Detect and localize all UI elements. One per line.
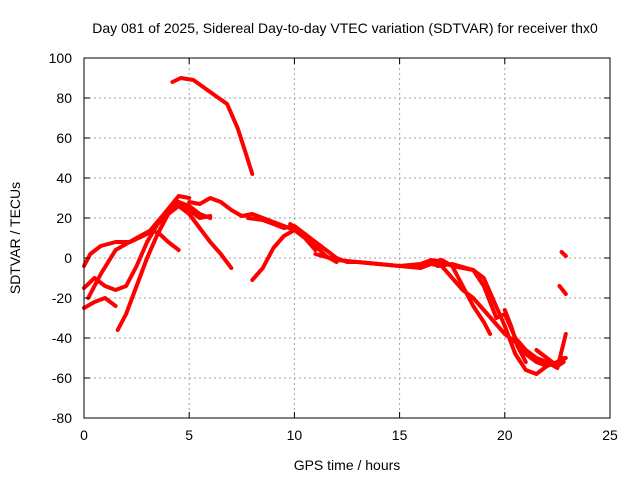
series-trace-17 — [557, 284, 568, 296]
series-trace-14 — [435, 262, 568, 370]
y-axis: -80 -60 -40 -20 0 20 40 60 80 100 — [49, 50, 610, 426]
series-trace-13 — [429, 258, 493, 336]
x-tick-label: 20 — [497, 427, 513, 443]
grid — [84, 58, 610, 418]
series-trace-15 — [502, 308, 528, 364]
x-axis: 0 5 10 15 20 25 — [80, 58, 618, 443]
series-trace-12 — [313, 252, 568, 368]
x-tick-label: 5 — [185, 427, 193, 443]
series-trace-9 — [250, 228, 307, 282]
y-tick-label: -80 — [52, 410, 72, 426]
chart-title: Day 081 of 2025, Sidereal Day-to-day VTE… — [92, 20, 598, 36]
x-tick-label: 0 — [80, 427, 88, 443]
y-tick-label: 40 — [56, 170, 72, 186]
y-tick-label: -40 — [52, 330, 72, 346]
series-trace-4 — [82, 200, 213, 292]
series-trace-7 — [86, 228, 181, 300]
y-tick-label: 60 — [56, 130, 72, 146]
y-tick-label: 100 — [49, 50, 73, 66]
y-tick-label: 80 — [56, 90, 72, 106]
plot-frame — [83, 57, 611, 419]
x-tick-label: 10 — [287, 427, 303, 443]
y-tick-label: 20 — [56, 210, 72, 226]
y-axis-label: SDTVAR / TECUs — [7, 182, 23, 294]
x-tick-label: 25 — [602, 427, 618, 443]
series-layer — [82, 76, 568, 376]
series-trace-16 — [534, 348, 566, 368]
x-axis-label: GPS time / hours — [294, 457, 401, 473]
series-trace-1 — [170, 76, 255, 176]
y-tick-label: -60 — [52, 370, 72, 386]
series-trace-8 — [155, 200, 213, 236]
x-tick-label: 15 — [392, 427, 408, 443]
y-tick-label: -20 — [52, 290, 72, 306]
y-tick-label: 0 — [64, 250, 72, 266]
series-trace-18 — [559, 250, 568, 258]
series-trace-6 — [82, 296, 118, 310]
